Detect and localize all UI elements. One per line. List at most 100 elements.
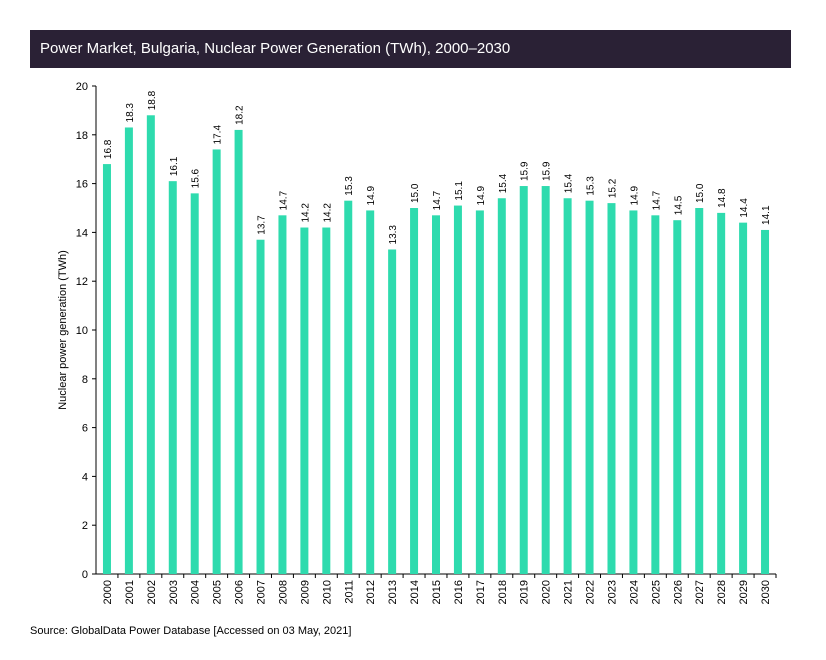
- bar: [344, 200, 353, 574]
- bar: [585, 200, 594, 574]
- x-tick-label: 2023: [606, 580, 618, 604]
- x-tick-label: 2009: [299, 580, 311, 604]
- data-label: 14.9: [366, 186, 377, 206]
- bar: [278, 215, 287, 574]
- x-tick-label: 2027: [694, 580, 706, 604]
- data-label: 14.8: [717, 188, 728, 208]
- bar: [563, 198, 572, 575]
- bar: [124, 127, 133, 574]
- y-tick-label: 12: [76, 276, 88, 288]
- x-tick-label: 2000: [102, 580, 114, 604]
- x-tick-label: 2005: [212, 580, 224, 604]
- bar: [410, 208, 419, 574]
- x-tick-label: 2008: [277, 580, 289, 604]
- bar: [432, 215, 440, 574]
- data-label: 14.7: [651, 190, 662, 210]
- data-label: 15.0: [410, 183, 421, 203]
- bar: [673, 220, 682, 574]
- y-tick-label: 4: [82, 471, 88, 483]
- x-tick-label: 2019: [519, 580, 531, 604]
- y-tick-label: 16: [76, 179, 88, 191]
- y-tick-label: 2: [82, 520, 88, 532]
- data-label: 14.2: [322, 203, 333, 223]
- data-label: 18.8: [147, 90, 158, 110]
- y-tick-label: 20: [76, 81, 88, 93]
- y-tick-label: 18: [76, 130, 88, 142]
- bar: [695, 208, 704, 574]
- y-tick-label: 10: [76, 325, 88, 337]
- x-tick-label: 2029: [738, 580, 750, 604]
- bar: [300, 227, 309, 574]
- data-label: 15.9: [542, 161, 553, 181]
- bar: [388, 249, 397, 575]
- x-tick-label: 2003: [168, 580, 180, 604]
- data-label: 18.3: [125, 103, 136, 123]
- bar: [212, 149, 221, 574]
- x-tick-label: 2004: [190, 580, 202, 604]
- data-label: 15.4: [564, 173, 575, 193]
- data-label: 17.4: [213, 125, 224, 145]
- bar: [629, 210, 638, 574]
- bar: [541, 186, 550, 575]
- bar: [234, 129, 243, 575]
- bar: [717, 212, 726, 574]
- x-tick-label: 2006: [234, 580, 246, 604]
- data-label: 14.9: [629, 186, 640, 206]
- x-tick-label: 2021: [563, 580, 575, 604]
- chart-title: Power Market, Bulgaria, Nuclear Power Ge…: [40, 40, 511, 57]
- data-label: 15.3: [586, 176, 597, 196]
- bar: [607, 203, 616, 574]
- bar: [168, 181, 177, 574]
- x-tick-label: 2030: [760, 580, 772, 604]
- data-label: 15.0: [695, 183, 706, 203]
- data-label: 13.3: [388, 225, 399, 245]
- x-tick-label: 2024: [628, 580, 640, 604]
- data-label: 16.8: [103, 139, 114, 159]
- data-label: 18.2: [235, 105, 246, 125]
- x-tick-label: 2028: [716, 580, 728, 604]
- data-label: 15.9: [520, 161, 531, 181]
- bar: [146, 115, 155, 574]
- x-tick-label: 2012: [365, 580, 377, 604]
- data-label: 15.6: [191, 168, 202, 188]
- y-tick-label: 14: [76, 227, 88, 239]
- chart-title-bar: Power Market, Bulgaria, Nuclear Power Ge…: [30, 30, 791, 68]
- x-tick-label: 2025: [650, 580, 662, 604]
- x-tick-label: 2015: [431, 580, 443, 604]
- data-label: 15.2: [607, 178, 618, 198]
- y-tick-label: 0: [82, 569, 88, 581]
- bar: [366, 210, 375, 574]
- bar: [322, 227, 331, 574]
- x-tick-label: 2001: [124, 580, 136, 604]
- x-tick-label: 2026: [672, 580, 684, 604]
- x-tick-label: 2020: [541, 580, 553, 604]
- data-label: 14.9: [476, 186, 487, 206]
- data-label: 13.7: [257, 215, 268, 235]
- x-tick-label: 2010: [321, 580, 333, 604]
- data-label: 15.4: [498, 173, 509, 193]
- data-label: 14.5: [673, 195, 684, 215]
- source-note: Source: GlobalData Power Database [Acces…: [30, 625, 352, 637]
- data-label: 14.4: [739, 198, 750, 218]
- y-tick-label: 8: [82, 374, 88, 386]
- x-tick-label: 2013: [387, 580, 399, 604]
- y-tick-label: 6: [82, 423, 88, 435]
- x-tick-label: 2022: [585, 580, 597, 604]
- bar: [761, 229, 770, 574]
- bar: [519, 186, 528, 575]
- x-tick-label: 2017: [475, 580, 487, 604]
- x-tick-label: 2014: [409, 580, 421, 604]
- bar: [497, 198, 506, 575]
- bar: [475, 210, 484, 574]
- data-label: 16.1: [169, 156, 180, 176]
- bar: [256, 239, 265, 574]
- x-tick-label: 2007: [256, 580, 268, 604]
- data-label: 14.7: [278, 190, 289, 210]
- data-label: 14.7: [432, 190, 443, 210]
- x-tick-label: 2011: [343, 580, 355, 604]
- data-label: 14.1: [761, 205, 772, 225]
- x-tick-label: 2018: [497, 580, 509, 604]
- bar: [453, 205, 462, 574]
- y-axis-title: Nuclear power generation (TWh): [57, 250, 69, 410]
